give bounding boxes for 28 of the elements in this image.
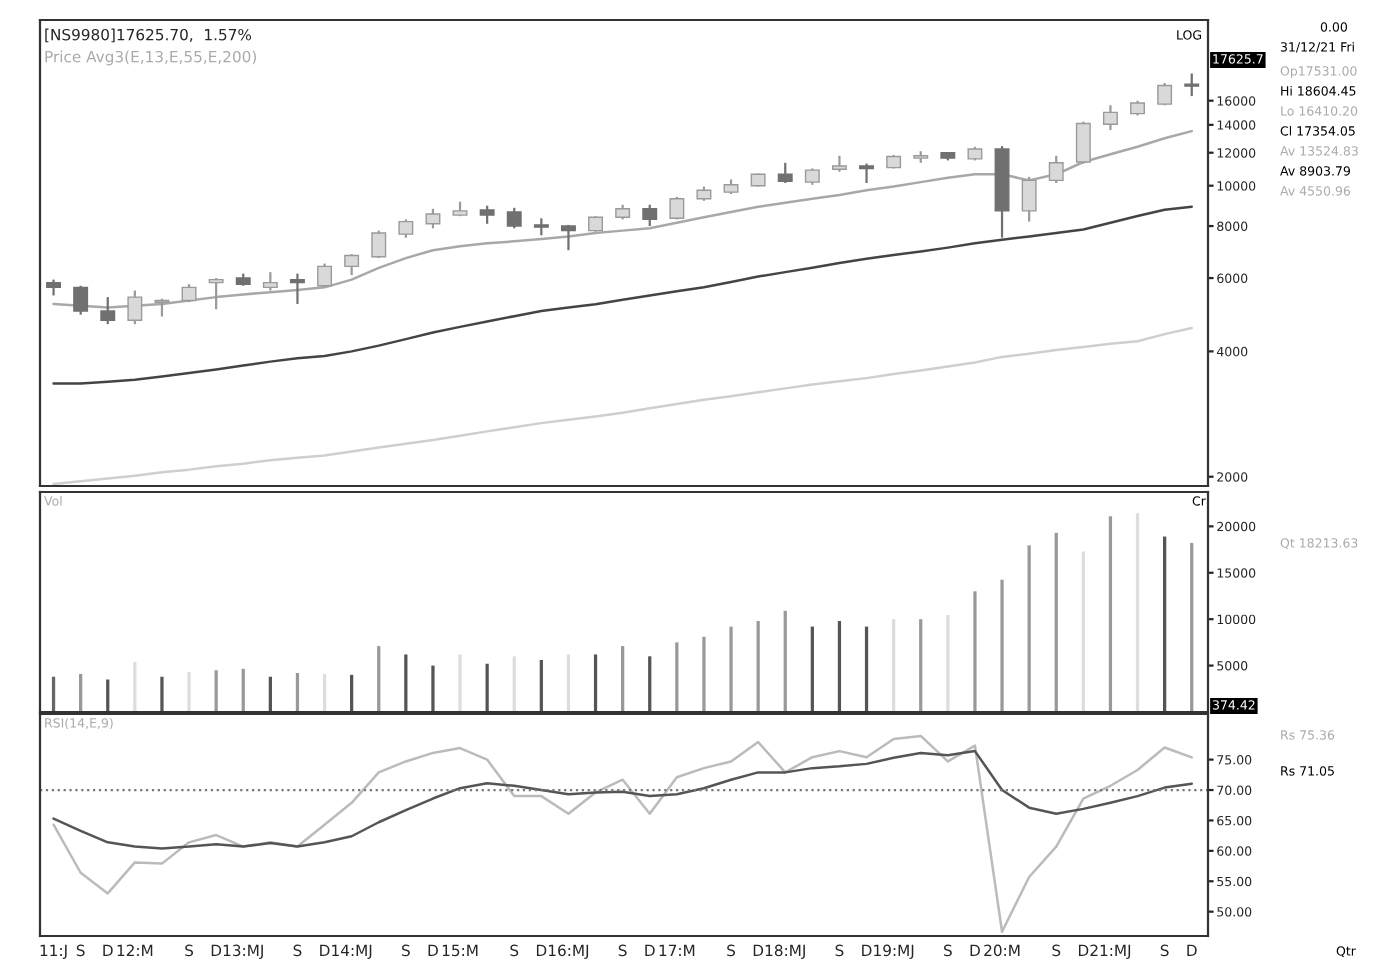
candlestick (100, 296, 116, 326)
candlestick (317, 262, 333, 289)
candlestick (73, 284, 89, 316)
candlestick (1048, 154, 1064, 185)
candlestick (1021, 175, 1037, 223)
candlestick (479, 204, 495, 225)
candlestick (344, 253, 360, 277)
line-series (52, 734, 1193, 933)
candlestick (425, 207, 441, 230)
candlestick (289, 272, 305, 306)
candlestick (642, 203, 658, 228)
candlestick (1075, 120, 1091, 165)
line-series (52, 205, 1193, 385)
candlestick (371, 229, 387, 260)
candlestick (127, 289, 143, 326)
candlestick (181, 283, 197, 304)
candlestick (506, 206, 522, 230)
candlestick (1184, 72, 1200, 98)
line-series (52, 749, 1193, 850)
candlestick (1102, 104, 1118, 132)
candlestick (560, 223, 576, 252)
candlestick (262, 271, 278, 292)
line-series (52, 326, 1193, 486)
candlestick (831, 154, 847, 173)
candlestick (398, 218, 414, 239)
candlestick (777, 161, 793, 185)
candlestick (859, 162, 875, 185)
candlestick (208, 276, 224, 311)
